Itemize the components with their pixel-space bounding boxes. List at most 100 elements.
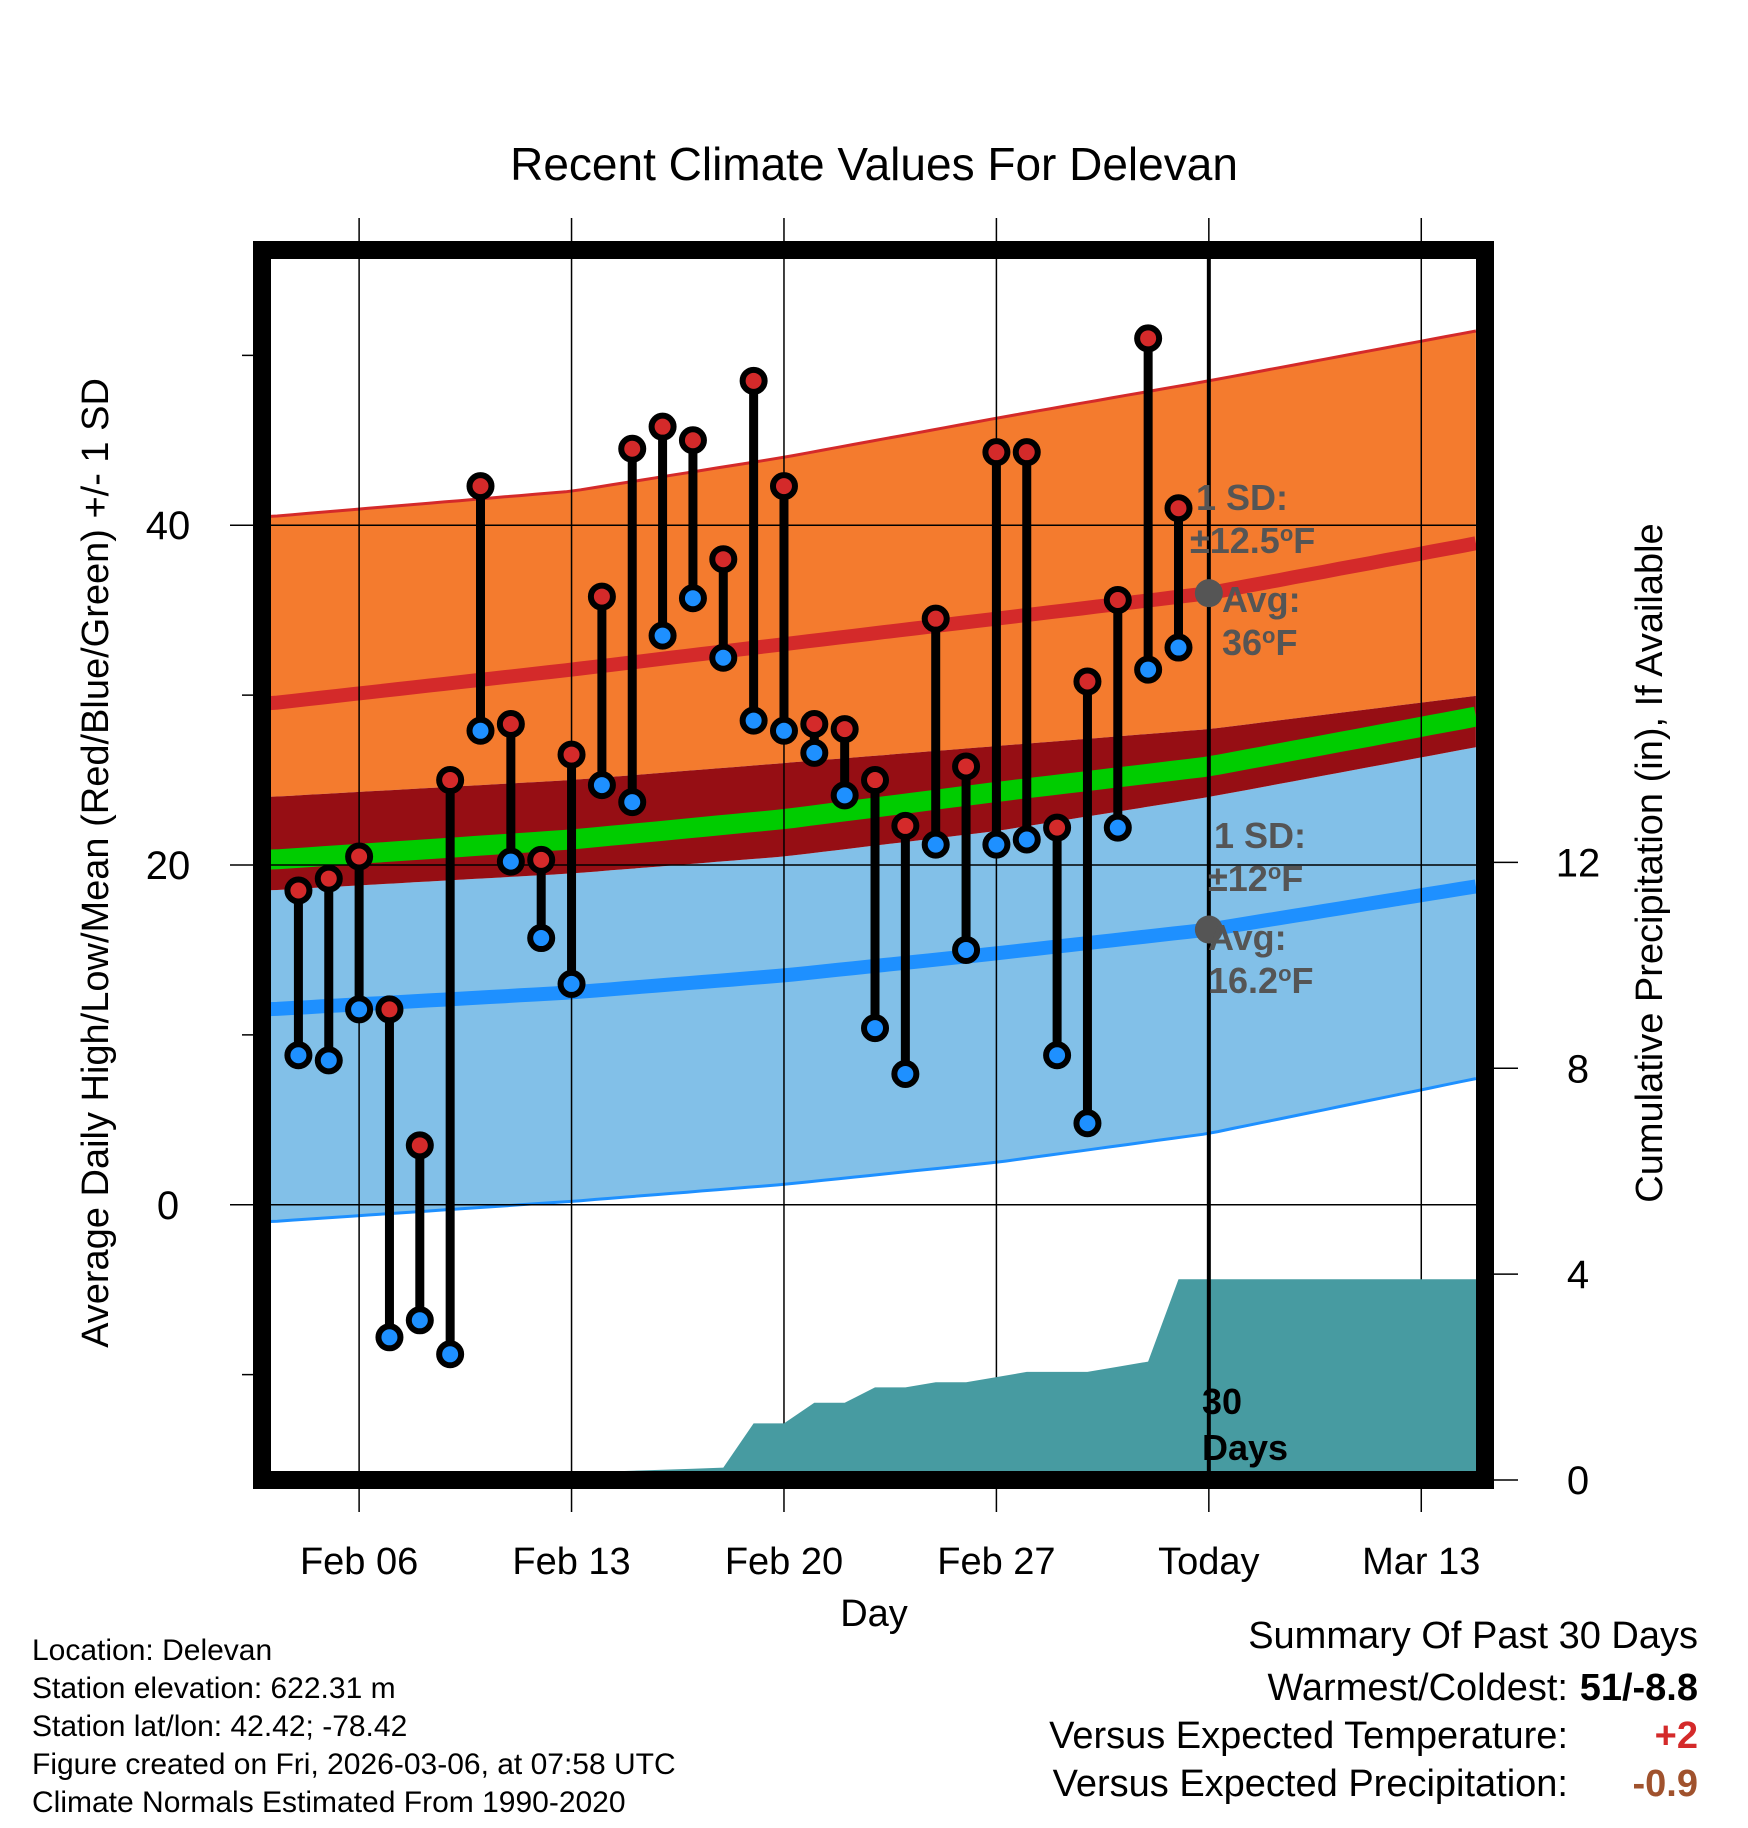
daily-low-point [496, 847, 525, 876]
y-left-tick-label: 0 [157, 1184, 179, 1228]
daily-high-point [1103, 585, 1132, 614]
footer-latlon: Station lat/lon: 42.42; -78.42 [32, 1710, 408, 1743]
daily-low-point [1073, 1109, 1102, 1138]
low-normal-band [262, 747, 1476, 1222]
summary-warm-cold-label: Warmest/Coldest: [1267, 1667, 1568, 1709]
mean-normal-line [262, 706, 1478, 870]
daily-high-point [1134, 324, 1163, 353]
low-avg-marker [1194, 915, 1223, 944]
footer-location: Location: Delevan [32, 1634, 273, 1667]
daily-high-point [709, 545, 738, 574]
x-tick-label: Feb 27 [937, 1541, 1055, 1583]
daily-low-point [527, 924, 556, 953]
y-right-tick-label: 4 [1567, 1253, 1589, 1297]
daily-low-point [284, 1041, 313, 1070]
daily-high-point [1073, 667, 1102, 696]
daily-low-point [952, 935, 981, 964]
daily-low-point [709, 643, 738, 672]
daily-low-point [739, 706, 768, 735]
summary-precip-label: Versus Expected Precipitation: [1052, 1763, 1568, 1805]
low-lower-sd-line [262, 1077, 1477, 1224]
chart-title: Recent Climate Values For Delevan [510, 138, 1238, 190]
daily-high-point [952, 752, 981, 781]
daily-low-point [436, 1340, 465, 1369]
high-avg-label: Avg: [1222, 579, 1301, 620]
high-avg-value: 36oF [1222, 622, 1298, 663]
high-sd-label: 1 SD: [1196, 477, 1288, 518]
high-normal-band [262, 331, 1476, 797]
x-tick-label: Feb 20 [725, 1541, 843, 1583]
y-right-tick-label: 12 [1556, 841, 1601, 885]
daily-high-point [405, 1131, 434, 1160]
daily-low-point [800, 738, 829, 767]
x-tick-label: Today [1158, 1541, 1259, 1583]
daily-high-point [861, 766, 890, 795]
precipitation-area [268, 1279, 1485, 1480]
summary-panel: Summary Of Past 30 Days Warmest/Coldest:… [798, 1615, 1698, 1811]
daily-high-point [830, 715, 859, 744]
daily-high-point [648, 412, 677, 441]
daily-high-point [375, 995, 404, 1024]
daily-high-point [314, 864, 343, 893]
x-tick-label: Feb 13 [512, 1541, 630, 1583]
x-tick-label: Feb 06 [300, 1541, 418, 1583]
daily-high-point [466, 472, 495, 501]
daily-high-point [1164, 494, 1193, 523]
daily-low-point [314, 1046, 343, 1075]
days-label-text: Days [1202, 1427, 1288, 1468]
daily-low-point [375, 1323, 404, 1352]
days-label-number: 30 [1202, 1381, 1242, 1422]
footer-elevation: Station elevation: 622.31 m [32, 1672, 396, 1705]
x-tick-label: Mar 13 [1362, 1541, 1480, 1583]
daily-low-point [678, 584, 707, 613]
y-axis-left-label: Average Daily High/Low/Mean (Red/Blue/Gr… [75, 378, 117, 1348]
daily-low-point [891, 1059, 920, 1088]
daily-low-point [830, 781, 859, 810]
daily-high-point [769, 472, 798, 501]
summary-temp-value: +2 [1654, 1715, 1698, 1757]
daily-high-point [345, 842, 374, 871]
high-avg-marker [1194, 579, 1223, 608]
daily-low-point [1164, 633, 1193, 662]
daily-low-point [921, 830, 950, 859]
low-normal-line [262, 879, 1477, 1017]
daily-high-point [496, 709, 525, 738]
daily-high-point [618, 434, 647, 463]
daily-low-point [587, 771, 616, 800]
daily-high-point [527, 845, 556, 874]
daily-high-point [284, 876, 313, 905]
high-sd-value: ±12.5oF [1190, 520, 1315, 561]
y-axis-right-label: Cumulative Precipitation (in), If Availa… [1629, 523, 1671, 1202]
daily-low-point [648, 621, 677, 650]
low-avg-value: 16.2oF [1208, 960, 1314, 1001]
daily-high-point [436, 766, 465, 795]
summary-warm-cold-value: 51/-8.8 [1579, 1667, 1698, 1709]
summary-temp-label: Versus Expected Temperature: [1049, 1715, 1568, 1757]
daily-low-point [861, 1014, 890, 1043]
daily-high-point [891, 811, 920, 840]
low-avg-label: Avg: [1208, 917, 1287, 958]
daily-low-point [557, 969, 586, 998]
y-left-tick-label: 20 [146, 844, 191, 888]
footer-created: Figure created on Fri, 2026-03-06, at 07… [32, 1748, 676, 1781]
daily-high-point [678, 426, 707, 455]
daily-low-point [1043, 1041, 1072, 1070]
daily-low-point [1103, 813, 1132, 842]
y-left-tick-label: 40 [146, 504, 191, 548]
daily-low-point [618, 788, 647, 817]
daily-high-point [587, 582, 616, 611]
daily-low-point [1012, 825, 1041, 854]
daily-high-point [1012, 438, 1041, 467]
daily-low-point [1134, 655, 1163, 684]
daily-high-point [982, 438, 1011, 467]
high-normal-line [262, 536, 1478, 711]
daily-high-point [800, 709, 829, 738]
y-right-tick-label: 0 [1567, 1459, 1589, 1503]
daily-low-point [345, 995, 374, 1024]
footer-info: Location: Delevan Station elevation: 622… [32, 1632, 676, 1822]
daily-high-point [739, 366, 768, 395]
footer-normals: Climate Normals Estimated From 1990-2020 [32, 1786, 626, 1819]
high-upper-sd-line [262, 329, 1477, 519]
daily-low-point [405, 1306, 434, 1335]
